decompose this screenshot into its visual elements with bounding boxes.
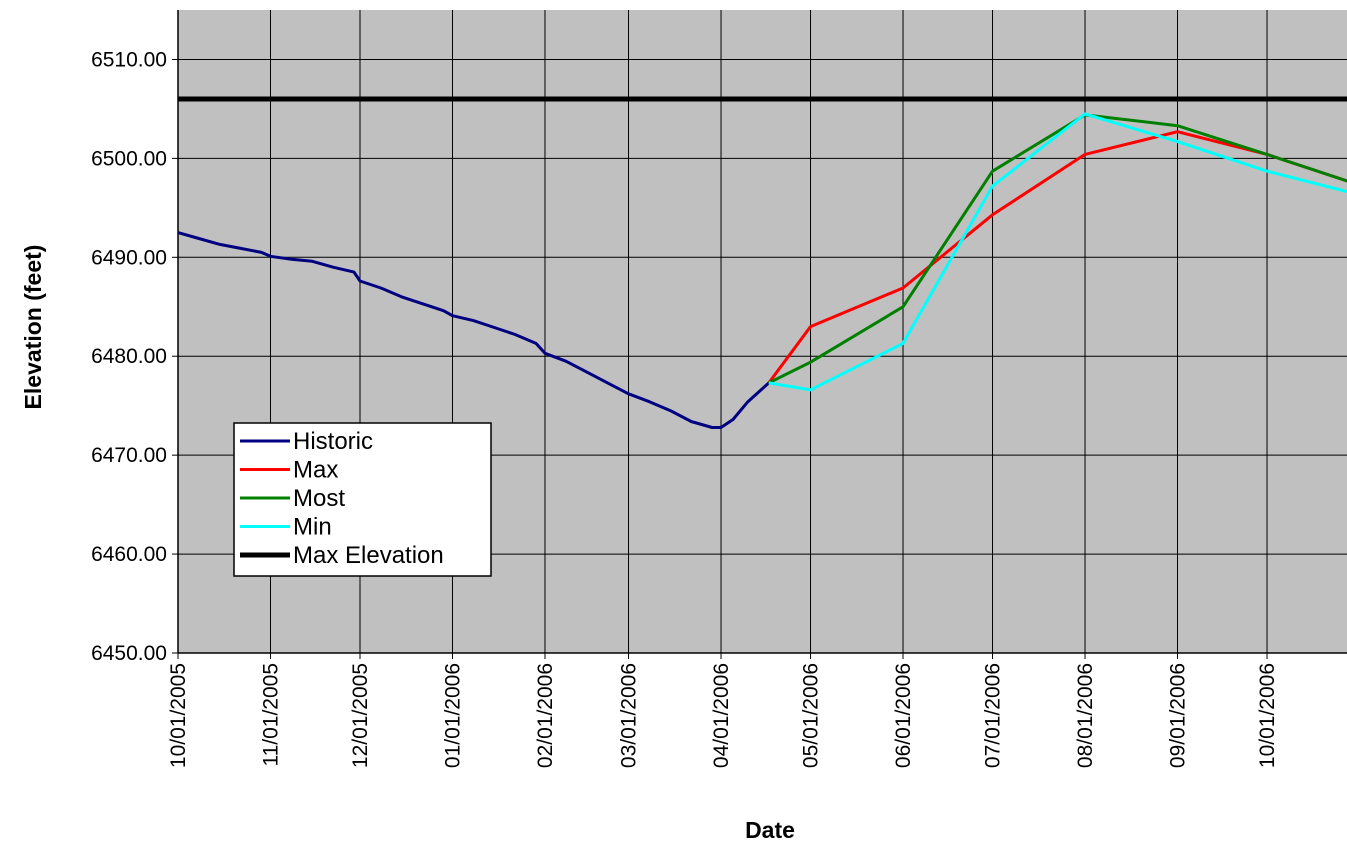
series-layer: [177, 96, 1347, 429]
series-line-min: [768, 112, 1347, 392]
x-tick-label: 10/01/2005: [167, 663, 190, 768]
x-tick-label: 10/01/2006: [1256, 663, 1279, 768]
x-tick-label: 12/01/2005: [349, 663, 372, 768]
x-axis-title: Date: [745, 817, 795, 843]
x-tick-label: 03/01/2006: [618, 663, 641, 768]
vertical-gridlines: [177, 10, 1268, 659]
y-axis-title: Elevation (feet): [20, 245, 46, 410]
legend-label-historic: Historic: [293, 428, 373, 455]
legend-label-min: Min: [293, 514, 332, 541]
x-tick-labels: 10/01/2005 11/01/2005 12/01/2005 01/01/2006…: [167, 663, 1279, 768]
y-tick-label: 6510.00: [91, 48, 167, 71]
legend-label-max: Max: [293, 457, 338, 484]
x-tick-label: 05/01/2006: [800, 663, 823, 768]
x-tick-label: 09/01/2006: [1167, 663, 1190, 768]
x-tick-label: 08/01/2006: [1074, 663, 1097, 768]
series-line-historic: [177, 231, 770, 429]
x-tick-label: 04/01/2006: [710, 663, 733, 768]
y-tick-label: 6500.00: [91, 147, 167, 170]
series-line-most: [768, 113, 1347, 385]
y-tick-label: 6450.00: [91, 642, 167, 665]
y-tick-label: 6460.00: [91, 543, 167, 566]
x-tick-label: 01/01/2006: [441, 663, 464, 768]
legend-label-max-elevation: Max Elevation: [293, 542, 444, 569]
legend-label-most: Most: [293, 485, 345, 512]
x-tick-label: 11/01/2005: [259, 663, 282, 767]
x-tick-label: 02/01/2006: [534, 663, 557, 768]
y-tick-label: 6480.00: [91, 345, 167, 368]
x-tick-label: 07/01/2006: [982, 663, 1005, 768]
y-tick-label: 6470.00: [91, 444, 167, 467]
y-tick-labels: 6450.00 6460.00 6470.00 6480.00 6490.00 6500.…: [91, 48, 167, 665]
x-tick-label: 06/01/2006: [892, 663, 915, 768]
y-tick-label: 6490.00: [91, 246, 167, 269]
